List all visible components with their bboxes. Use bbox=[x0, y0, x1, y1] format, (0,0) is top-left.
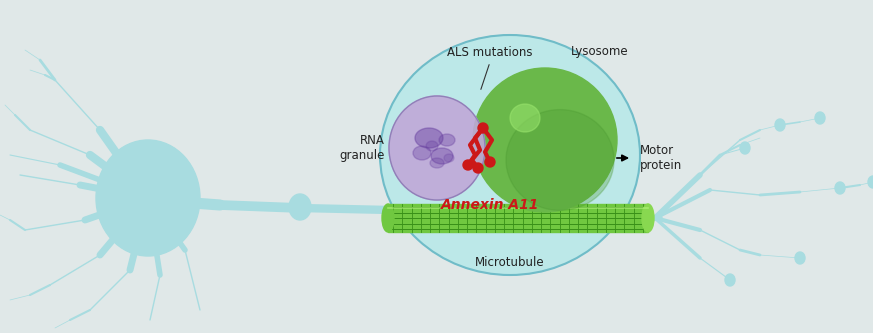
Ellipse shape bbox=[444, 154, 454, 162]
Ellipse shape bbox=[478, 123, 488, 133]
Ellipse shape bbox=[96, 140, 200, 256]
Ellipse shape bbox=[473, 68, 617, 212]
Ellipse shape bbox=[430, 158, 444, 168]
Ellipse shape bbox=[835, 182, 845, 194]
Text: ALS mutations: ALS mutations bbox=[447, 46, 533, 59]
Text: Lysosome: Lysosome bbox=[571, 46, 629, 59]
Text: Motor
protein: Motor protein bbox=[640, 144, 683, 172]
Ellipse shape bbox=[795, 252, 805, 264]
Ellipse shape bbox=[506, 110, 614, 210]
Ellipse shape bbox=[382, 204, 394, 232]
Ellipse shape bbox=[775, 119, 785, 131]
Ellipse shape bbox=[725, 274, 735, 286]
Bar bbox=[388, 204, 648, 232]
Text: Annexin A11: Annexin A11 bbox=[441, 198, 540, 212]
Ellipse shape bbox=[642, 204, 654, 232]
Text: Microtubule: Microtubule bbox=[475, 255, 545, 268]
Ellipse shape bbox=[431, 148, 453, 164]
Ellipse shape bbox=[463, 160, 473, 170]
Ellipse shape bbox=[740, 142, 750, 154]
Ellipse shape bbox=[289, 194, 311, 220]
Ellipse shape bbox=[815, 112, 825, 124]
Ellipse shape bbox=[473, 163, 483, 173]
Ellipse shape bbox=[389, 96, 485, 200]
Ellipse shape bbox=[380, 35, 640, 275]
Ellipse shape bbox=[868, 176, 873, 188]
Ellipse shape bbox=[439, 134, 455, 146]
Ellipse shape bbox=[413, 146, 431, 160]
Ellipse shape bbox=[415, 128, 443, 148]
Ellipse shape bbox=[426, 141, 438, 151]
Text: RNA
granule: RNA granule bbox=[340, 134, 385, 162]
Ellipse shape bbox=[485, 157, 495, 167]
Ellipse shape bbox=[510, 104, 540, 132]
